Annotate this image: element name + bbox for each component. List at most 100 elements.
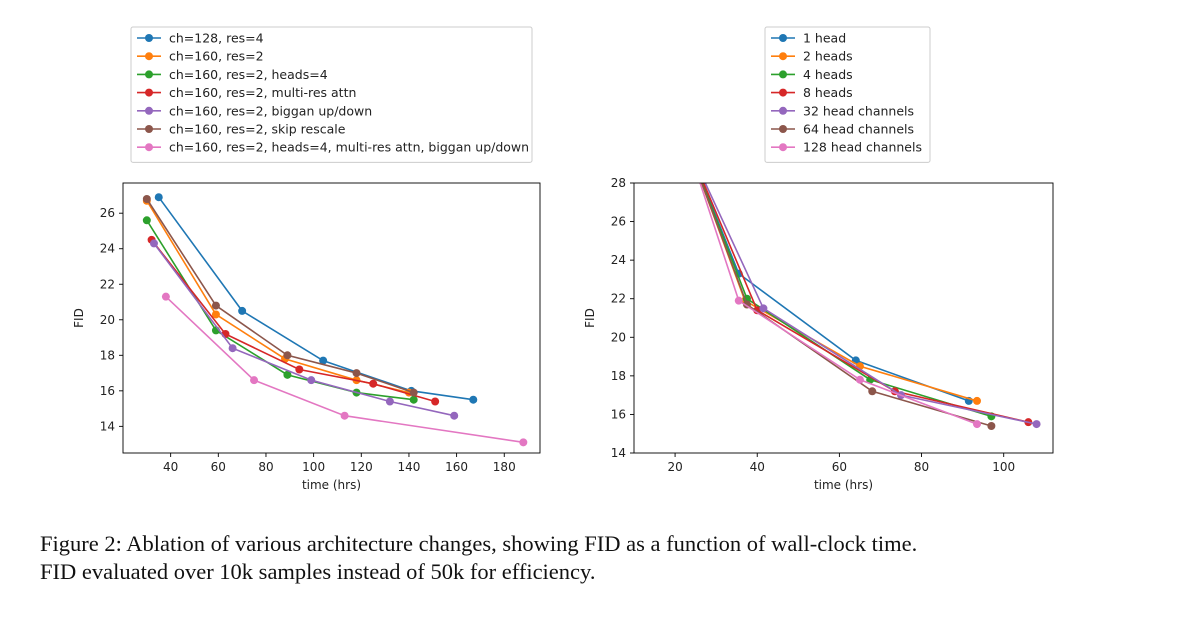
left-legend-marker-1 — [145, 34, 153, 42]
right-x-tick-label: 60 — [832, 460, 847, 474]
left-legend: ch=128, res=4 ch=160, res=2 ch=160, res=2,… — [130, 26, 533, 163]
left-plot-area — [142, 193, 528, 447]
left-series-6-point — [283, 351, 292, 360]
right-axes-frame — [633, 182, 1054, 454]
right-series-line-4 — [702, 183, 1029, 423]
right-series-7-point — [973, 420, 982, 429]
left-series-7-point — [519, 438, 528, 447]
right-y-tick-label: 22 — [611, 292, 626, 306]
right-series-line-6 — [700, 183, 992, 427]
right-y-tick-label: 16 — [611, 407, 626, 421]
right-legend-label-1: 1 head — [803, 31, 846, 46]
right-plot-area — [683, 140, 1041, 430]
left-legend-label-7: ch=160, res=2, heads=4, multi-res attn, … — [169, 140, 529, 155]
right-x-tick-label: 20 — [667, 460, 682, 474]
left-y-tick-label: 18 — [100, 348, 115, 362]
right-y-tick-label: 26 — [611, 215, 626, 229]
left-series-1-point — [469, 395, 478, 404]
right-legend-label-3: 4 heads — [803, 67, 853, 82]
right-series-6-point — [987, 422, 996, 430]
right-y-tick-label: 14 — [611, 446, 626, 460]
left-x-tick-label: 40 — [163, 460, 178, 474]
right-legend-marker-2 — [779, 52, 787, 61]
left-y-tick-label: 14 — [100, 419, 115, 433]
left-series-7-point — [250, 376, 259, 385]
right-series-line-3 — [701, 183, 992, 418]
left-series-4-point — [369, 379, 378, 388]
right-legend-label-7: 128 head channels — [803, 140, 922, 155]
left-x-axis-label: time (hrs) — [302, 478, 361, 492]
right-legend-marker-3 — [779, 70, 787, 79]
left-legend-marker-2 — [145, 52, 153, 61]
left-legend-marker-4 — [145, 88, 153, 97]
left-x-tick-label: 100 — [302, 460, 325, 474]
right-series-1-point — [683, 140, 691, 148]
left-series-5-point — [149, 239, 158, 248]
right-series-7-point — [855, 375, 864, 384]
right-series-5-point — [1032, 420, 1041, 429]
right-series-line-5 — [704, 183, 1037, 425]
right-legend-marker-4 — [779, 88, 787, 97]
right-series-7-point — [683, 140, 691, 148]
right-x-tick-label: 40 — [750, 460, 765, 474]
right-series-5-point — [683, 140, 691, 148]
left-legend-marker-7 — [145, 143, 153, 152]
right-series-2-point — [683, 140, 691, 148]
right-legend-box — [764, 26, 931, 163]
right-y-tick-label: 24 — [611, 253, 626, 267]
left-y-tick-label: 20 — [100, 313, 115, 327]
left-legend-label-5: ch=160, res=2, biggan up/down — [169, 103, 372, 118]
right-series-4-point — [683, 140, 691, 148]
left-series-5-point — [450, 411, 459, 420]
left-series-7-point — [161, 292, 170, 301]
left-series-4-point — [431, 397, 440, 406]
right-series-3-point — [683, 140, 691, 148]
figure-caption: Figure 2: Ablation of various architectu… — [40, 530, 1150, 586]
right-chart: 20 40 60 80 100 14 16 18 20 22 24 26 28 time (hrs) FID… — [583, 26, 1054, 492]
left-series-6-point — [211, 301, 220, 310]
left-series-3-point — [142, 216, 151, 225]
left-y-axis-label: FID — [72, 308, 86, 328]
right-legend-label-4: 8 heads — [803, 85, 853, 100]
right-x-tick-label: 80 — [914, 460, 929, 474]
right-y-tick-label: 28 — [611, 176, 626, 190]
right-legend-marker-1 — [779, 34, 787, 42]
left-legend-label-4: ch=160, res=2, multi-res attn — [169, 85, 356, 100]
right-legend-label-2: 2 heads — [803, 49, 853, 64]
left-series-5-point — [307, 376, 316, 385]
left-series-5-point — [228, 344, 237, 353]
left-chart: 40 60 80 100 120 140 160 180 14 16 18 20 22 24 26 time … — [72, 26, 541, 492]
left-legend-marker-5 — [145, 106, 153, 115]
left-legend-marker-3 — [145, 70, 153, 79]
right-series-6-point — [683, 140, 691, 148]
left-series-4-point — [295, 365, 304, 374]
left-x-tick-label: 160 — [445, 460, 468, 474]
right-y-tick-label: 18 — [611, 369, 626, 383]
left-y-tick-label: 16 — [100, 384, 115, 398]
left-x-tick-label: 120 — [350, 460, 373, 474]
right-legend: 1 head 2 heads 4 heads 8 heads 32 head chann… — [764, 26, 931, 163]
left-legend-box — [130, 26, 533, 163]
left-axes-frame — [122, 182, 541, 454]
left-legend-label-3: ch=160, res=2, heads=4 — [169, 67, 328, 82]
right-series-5-point — [759, 304, 768, 313]
right-series-line-7 — [699, 183, 978, 425]
right-y-axis-label: FID — [583, 308, 597, 328]
left-series-3-point — [409, 395, 418, 404]
left-series-3-point — [283, 370, 292, 379]
left-series-2-point — [211, 310, 220, 319]
left-legend-marker-6 — [145, 125, 153, 133]
left-series-6-point — [142, 194, 151, 203]
left-y-tick-label: 26 — [100, 206, 115, 220]
caption-line-2: FID evaluated over 10k samples instead o… — [40, 559, 596, 584]
left-x-tick-label: 60 — [211, 460, 226, 474]
left-series-7-point — [340, 411, 349, 420]
right-legend-label-5: 32 head channels — [803, 103, 914, 118]
right-series-6-point — [868, 387, 877, 396]
right-legend-label-6: 64 head channels — [803, 122, 914, 137]
left-legend-label-6: ch=160, res=2, skip rescale — [169, 122, 346, 137]
right-x-tick-label: 100 — [992, 460, 1015, 474]
left-series-5-point — [385, 397, 394, 406]
left-y-tick-label: 22 — [100, 277, 115, 291]
right-series-7-point — [734, 296, 743, 305]
